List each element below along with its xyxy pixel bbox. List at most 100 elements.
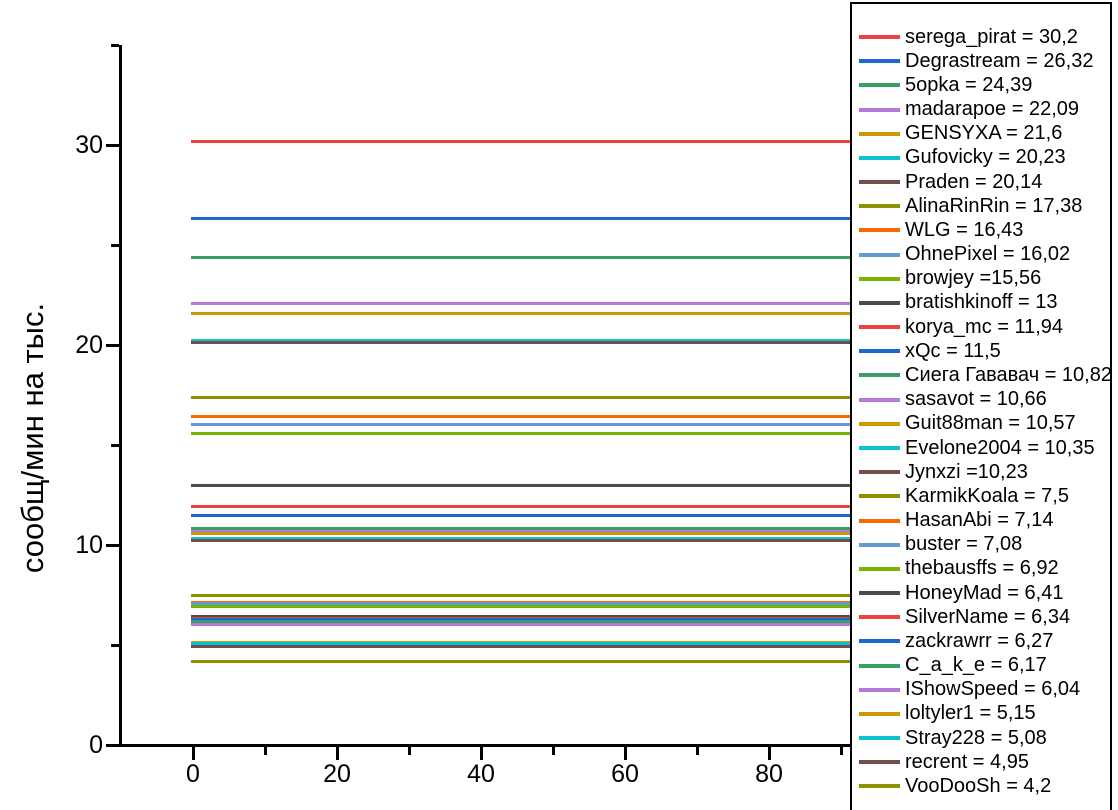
legend-box: serega_pirat = 30,2 Degrastream = 26,32 5o… (850, 2, 1112, 810)
y-major-tick-10 (106, 543, 119, 547)
x-minor-tick-90 (839, 747, 843, 755)
line-Stray228 (191, 641, 852, 645)
legend-label: HoneyMad = 6,41 (905, 581, 1064, 604)
legend-label: HasanAbi = 7,14 (905, 509, 1054, 532)
y-minor-tick-5 (111, 643, 119, 647)
y-axis-title: сообщ/мин на тыс. (15, 302, 50, 574)
legend-line-swatch (859, 446, 900, 450)
line-thebausffs (191, 605, 852, 609)
line-C_a_k_e (191, 620, 852, 624)
line-AlinaRinRin (191, 395, 852, 399)
legend-item-Gufovicky: Gufovicky = 20,23 (852, 146, 1110, 170)
legend-label: loltyler1 = 5,15 (905, 702, 1036, 725)
x-tick-label-20: 20 (323, 760, 351, 788)
legend-item-OhnePixel: OhnePixel = 16,02 (852, 243, 1110, 267)
legend-item-HasanAbi: HasanAbi = 7,14 (852, 508, 1110, 532)
legend-line-swatch (859, 83, 900, 88)
legend-line-swatch (859, 711, 900, 716)
legend-line-swatch (859, 494, 900, 499)
legend-line-swatch (859, 155, 900, 160)
x-major-tick-60 (623, 747, 627, 760)
legend-label: Сиега Гававач = 10,82 (905, 363, 1112, 386)
legend-item-Praden: Praden = 20,14 (852, 170, 1110, 194)
legend-item-Guit88man: Guit88man = 10,57 (852, 412, 1110, 436)
legend-item-VooDooSh: VooDooSh = 4,2 (852, 774, 1110, 798)
legend-item-madarapoe: madarapoe = 22,09 (852, 98, 1110, 122)
legend-item-HoneyMad: HoneyMad = 6,41 (852, 581, 1110, 605)
legend-item-SilverName: SilverName = 6,34 (852, 605, 1110, 629)
x-minor-tick-70 (695, 747, 699, 755)
y-tick-label-20: 20 (75, 330, 103, 359)
legend-label: SilverName = 6,34 (905, 605, 1071, 628)
legend-label: C_a_k_e = 6,17 (905, 654, 1047, 677)
legend-line-swatch (859, 591, 900, 596)
y-tick-label-30: 30 (75, 130, 103, 159)
x-major-tick-80 (767, 747, 771, 760)
y-major-tick-0 (106, 743, 119, 747)
legend-label: zackrawrr = 6,27 (905, 629, 1054, 652)
line-xQc (191, 513, 852, 517)
line-Сиега Гававач (191, 527, 852, 531)
line-VooDooSh (191, 659, 852, 663)
legend-label: Praden = 20,14 (905, 170, 1043, 193)
legend-line-swatch (859, 518, 900, 523)
legend-item-sasavot: sasavot = 10,66 (852, 388, 1110, 412)
legend-item-recrent: recrent = 4,95 (852, 750, 1110, 774)
x-major-tick-0 (191, 747, 195, 760)
legend-item-loltyler1: loltyler1 = 5,15 (852, 702, 1110, 726)
line-OhnePixel (191, 423, 852, 427)
legend-line-swatch (859, 615, 900, 620)
legend-item-buster: buster = 7,08 (852, 533, 1110, 557)
line-Praden (191, 340, 852, 344)
x-tick-label-0: 0 (186, 760, 200, 788)
x-major-tick-40 (479, 747, 483, 760)
legend-label: AlinaRinRin = 17,38 (905, 194, 1083, 217)
legend-line-swatch (859, 325, 900, 330)
x-major-tick-20 (335, 747, 339, 760)
legend-line-swatch (859, 784, 900, 789)
legend-label: Jynxzi =10,23 (905, 460, 1028, 483)
legend-item-KarmikKoala: KarmikKoala = 7,5 (852, 484, 1110, 508)
line-korya_mc (191, 504, 852, 508)
line-WLG (191, 414, 852, 418)
legend-line-swatch (859, 131, 900, 136)
line-GENSYXA (191, 311, 852, 315)
legend-label: GENSYXA = 21,6 (905, 122, 1063, 145)
x-tick-label-80: 80 (755, 760, 783, 788)
legend-line-swatch (859, 470, 900, 475)
line-Jynxzi (191, 538, 852, 542)
legend-label: bratishkinoff = 13 (905, 291, 1058, 314)
legend-line-swatch (859, 736, 900, 741)
legend-item-C_a_k_e: C_a_k_e = 6,17 (852, 653, 1110, 677)
x-minor-tick-30 (407, 747, 411, 755)
legend-line-swatch (859, 397, 900, 402)
legend-label: Guit88man = 10,57 (905, 412, 1076, 435)
legend-item-korya_mc: korya_mc = 11,94 (852, 315, 1110, 339)
y-minor-tick-15 (111, 443, 119, 447)
legend-line-swatch (859, 300, 900, 305)
legend-label: Gufovicky = 20,23 (905, 146, 1066, 169)
legend-item-IShowSpeed: IShowSpeed = 6,04 (852, 678, 1110, 702)
line-serega_pirat (191, 139, 852, 143)
line-recrent (191, 644, 852, 648)
line-Gufovicky (191, 338, 852, 342)
x-axis-line (119, 744, 850, 747)
legend-item-Evelone2004: Evelone2004 = 10,35 (852, 436, 1110, 460)
legend-label: OhnePixel = 16,02 (905, 243, 1071, 266)
line-browjey (191, 432, 852, 436)
legend-line-swatch (859, 421, 900, 426)
legend-line-swatch (859, 35, 900, 40)
legend-label: IShowSpeed = 6,04 (905, 678, 1081, 701)
line-buster (191, 601, 852, 605)
legend-item-AlinaRinRin: AlinaRinRin = 17,38 (852, 194, 1110, 218)
legend-label: korya_mc = 11,94 (905, 315, 1064, 338)
legend-item-zackrawrr: zackrawrr = 6,27 (852, 629, 1110, 653)
y-major-tick-20 (106, 343, 119, 347)
line-KarmikKoala (191, 593, 852, 597)
y-minor-tick-35 (111, 43, 119, 47)
legend-item-bratishkinoff: bratishkinoff = 13 (852, 291, 1110, 315)
legend-line-swatch (859, 180, 900, 185)
